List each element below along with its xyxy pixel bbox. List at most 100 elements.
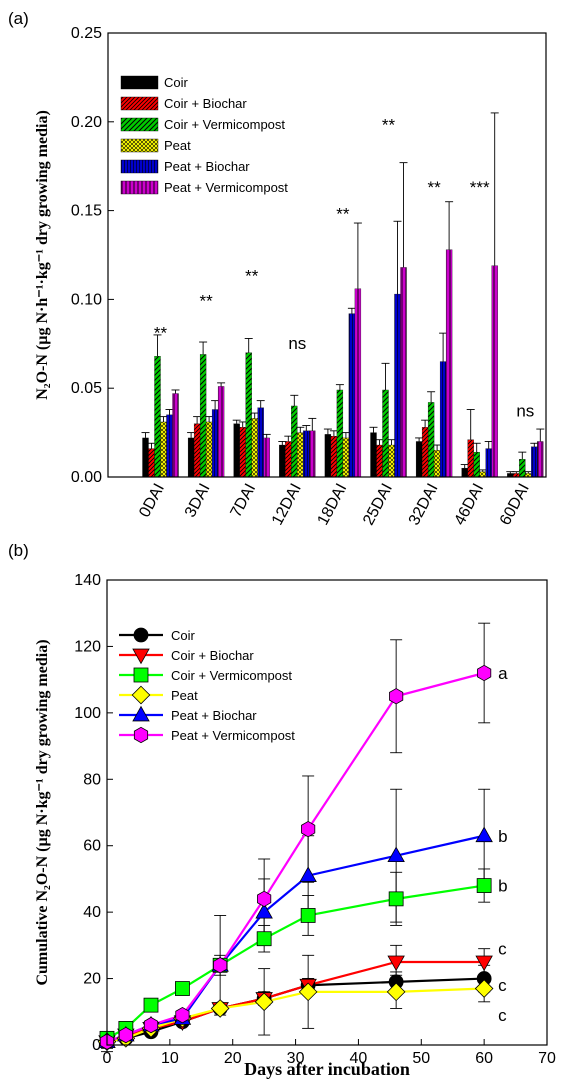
- x-tick-label: 18DAI: [315, 481, 351, 528]
- legend-label: Coir + Vermicompost: [171, 668, 292, 683]
- legend-label: Peat: [164, 138, 191, 153]
- bar: [309, 430, 316, 478]
- bar: [433, 450, 441, 478]
- panel-b-plot-frame: [106, 579, 548, 1046]
- panel-b-label: (b): [8, 541, 29, 560]
- panel-a-x-axis: 0DAI 3DAI 7DAI 12DAI 18DAI 25DAI 32DAI 46DAI 60D…: [136, 472, 533, 528]
- marker-diamond: [474, 979, 494, 998]
- bar: [519, 459, 526, 478]
- marker-hexagon: [389, 688, 404, 705]
- x-tick-label: 20: [224, 1050, 242, 1067]
- x-tick-label: 12DAI: [269, 481, 305, 528]
- panel-b-y-axis: 0 20 40 60 80 100 120 140: [74, 572, 113, 1054]
- bar: [211, 409, 219, 478]
- marker-hexagon: [175, 1006, 190, 1024]
- marker-diamond: [131, 685, 151, 705]
- series-line: [106, 834, 485, 1043]
- bar: [217, 386, 225, 478]
- bar: [467, 439, 474, 478]
- x-tick-label: 0DAI: [136, 481, 168, 520]
- panel-a-legend: Coir Coir + Biochar Coir + Vermicompost Pea…: [120, 75, 288, 195]
- bar: [142, 437, 149, 478]
- group-letter: c: [498, 976, 507, 995]
- marker-diamond: [386, 982, 406, 1002]
- marker-diamond: [210, 999, 230, 1018]
- bar: [342, 437, 350, 478]
- bar: [445, 249, 453, 478]
- bar: [354, 288, 362, 478]
- significance-label: **: [245, 267, 259, 286]
- legend-swatch: [120, 180, 159, 195]
- panel-a-bars: [141, 112, 545, 478]
- bar: [251, 418, 258, 478]
- bar: [473, 451, 480, 478]
- marker-triangle-up: [255, 902, 273, 919]
- significance-label: ***: [470, 178, 490, 197]
- panel-b-markers: [97, 664, 494, 1051]
- marker-triangle-up: [387, 846, 405, 863]
- x-tick-label: 7DAI: [228, 481, 260, 520]
- bar: [297, 432, 304, 478]
- x-tick-label: 30: [287, 1050, 305, 1067]
- marker-triangle-down: [475, 955, 493, 972]
- y-tick-label: 0.10: [71, 291, 102, 308]
- panel-b-line-chart: (b) 0 20 40 60 80 100 120 140 0 10 20 30 40 50 60 70 a…: [8, 541, 556, 1079]
- bar: [348, 313, 356, 478]
- bar: [193, 423, 201, 478]
- marker-square: [256, 931, 272, 947]
- marker-square: [143, 997, 159, 1013]
- marker-square: [175, 981, 190, 996]
- bar: [148, 448, 155, 478]
- x-tick-label: 70: [538, 1050, 556, 1067]
- panel-b-x-axis-label: Days after incubation: [244, 1059, 410, 1079]
- x-tick-label: 40: [350, 1050, 368, 1067]
- bar: [187, 437, 195, 478]
- legend-label: Peat + Biochar: [164, 159, 250, 174]
- bar: [531, 446, 538, 478]
- series-line: [106, 987, 485, 1043]
- bar: [324, 434, 332, 478]
- legend-label: Peat + Biochar: [171, 708, 257, 723]
- bar: [421, 427, 429, 478]
- bar: [388, 444, 395, 478]
- significance-label: **: [427, 178, 441, 197]
- legend-swatch: [120, 138, 159, 153]
- bar: [263, 437, 270, 478]
- x-tick-label: 25DAI: [360, 481, 396, 528]
- bar: [205, 421, 213, 478]
- legend-label: Coir + Biochar: [164, 96, 247, 111]
- legend-label: Coir: [171, 628, 196, 643]
- legend-swatch: [120, 159, 159, 174]
- panel-b-y-axis-label: Cumulative N₂O-N (µg N·kg⁻¹ dry growing …: [34, 639, 51, 985]
- y-tick-label: 100: [74, 705, 101, 722]
- y-tick-label: 80: [83, 771, 101, 788]
- marker-square: [388, 891, 404, 907]
- panel-b-legend: Coir Coir + Biochar Coir + Vermicompost Pea…: [119, 627, 295, 744]
- marker-hexagon: [301, 820, 316, 838]
- y-tick-label: 0.05: [71, 380, 102, 397]
- bar: [285, 441, 292, 478]
- marker-hexagon: [133, 726, 149, 744]
- panel-b-x-axis: 0 10 20 30 40 50 60 70: [103, 1039, 556, 1067]
- bar: [427, 402, 435, 478]
- x-tick-label: 60DAI: [497, 481, 533, 528]
- legend-swatch: [120, 75, 159, 90]
- legend-label: Peat + Vermicompost: [164, 180, 288, 195]
- panel-b-series-lines: [106, 671, 485, 1043]
- bar: [172, 393, 179, 478]
- significance-label: ns: [288, 334, 306, 353]
- marker-hexagon: [477, 664, 492, 682]
- bar: [376, 444, 383, 478]
- panel-a-bar-chart: (a) 0.00 0.05 0.10 0.15 0.20 0.25 0DAI 3DAI 7DA…: [8, 9, 547, 528]
- bar: [382, 389, 389, 478]
- bar: [166, 414, 173, 478]
- legend-label: Coir + Vermicompost: [164, 117, 285, 132]
- marker-hexagon: [143, 1016, 159, 1034]
- bar: [330, 436, 338, 478]
- panel-a-significance-labels: ******ns****** ***ns: [154, 116, 534, 421]
- bar: [394, 293, 401, 478]
- marker-triangle-up: [299, 866, 317, 882]
- legend-swatch: [120, 117, 159, 132]
- marker-triangle-down: [132, 648, 150, 665]
